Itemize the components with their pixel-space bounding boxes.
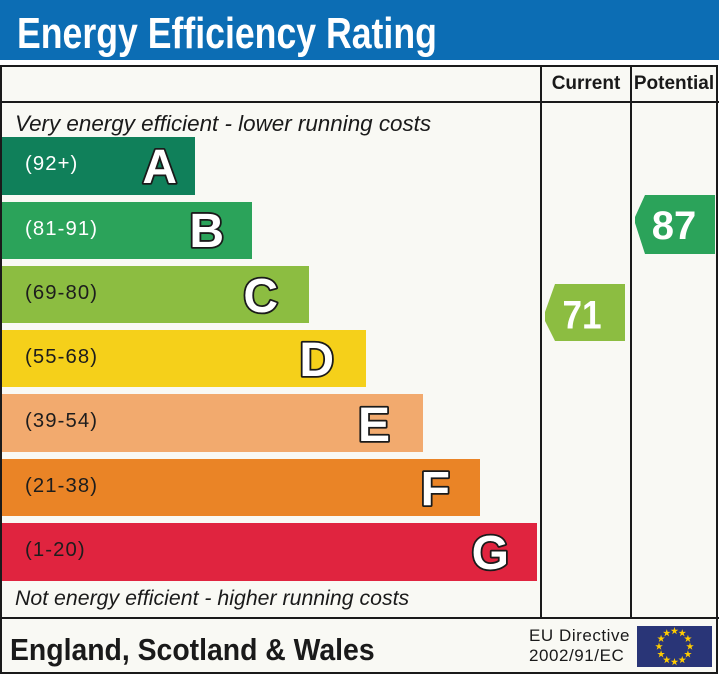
svg-text:87: 87 — [652, 204, 697, 248]
svg-text:D: D — [299, 334, 334, 387]
svg-text:A: A — [142, 141, 177, 194]
svg-text:C: C — [243, 270, 278, 323]
svg-text:F: F — [421, 463, 450, 516]
svg-text:71: 71 — [562, 292, 601, 337]
svg-text:B: B — [189, 205, 224, 258]
svg-text:G: G — [472, 527, 509, 580]
svg-text:E: E — [358, 399, 390, 452]
